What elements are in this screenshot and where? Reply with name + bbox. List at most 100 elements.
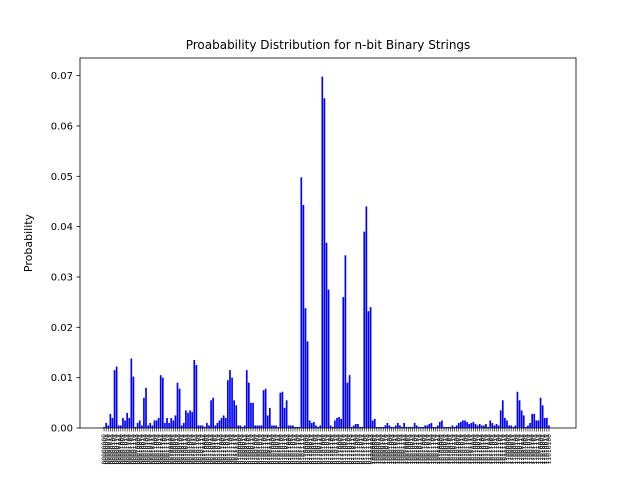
x-tick-label: 00110101	[212, 434, 219, 465]
bar	[145, 387, 147, 428]
x-tick-label: 11010011	[544, 434, 551, 465]
bar	[365, 206, 368, 428]
x-tick-label: 00101001	[187, 434, 194, 465]
bar	[296, 426, 298, 428]
bar	[281, 391, 284, 428]
x-tick-label: 01111110	[365, 434, 372, 465]
bar	[546, 417, 548, 428]
x-tick-label: 01111000	[353, 434, 360, 465]
x-tick-label: 10100100	[445, 434, 452, 465]
bar	[187, 412, 189, 428]
x-tick-label: 10100011	[443, 434, 450, 465]
x-tick-label: 10000001	[372, 434, 379, 465]
x-tick-label: 01111001	[355, 434, 362, 465]
x-tick-label: 00011101	[162, 434, 169, 465]
bar	[476, 425, 479, 428]
bar	[459, 421, 462, 428]
bar	[539, 397, 542, 428]
x-tick-label: 10111011	[493, 434, 500, 465]
x-tick-label: 10100111	[452, 434, 459, 465]
bar	[111, 417, 114, 428]
bar	[201, 425, 204, 428]
bar	[541, 405, 544, 428]
x-tick-label: 01110011	[342, 434, 349, 465]
x-tick-label: 00101000	[185, 434, 192, 465]
x-tick-label: 01100110	[315, 434, 322, 465]
bar	[149, 422, 152, 428]
bar	[122, 417, 124, 428]
x-tick-label: 11010010	[542, 434, 549, 465]
bar	[499, 410, 502, 428]
x-tick-label: 10001000	[386, 434, 393, 465]
x-tick-label: 01111010	[357, 434, 364, 465]
bar	[426, 425, 429, 428]
x-tick-label: 10110000	[470, 434, 477, 465]
x-tick-label: 00000101	[112, 434, 119, 465]
bar	[172, 420, 175, 428]
bar	[371, 420, 374, 428]
bar	[180, 425, 183, 428]
x-tick-label: 00010001	[137, 434, 144, 465]
x-tick-label: 10010010	[407, 434, 414, 465]
bar	[260, 425, 263, 428]
x-tick-label: 01110111	[351, 434, 358, 465]
x-tick-label: 00101100	[193, 434, 200, 465]
bar	[535, 420, 538, 428]
bar	[313, 421, 315, 428]
bar	[464, 420, 466, 428]
bar	[350, 426, 353, 428]
bar	[153, 420, 156, 428]
bar	[527, 425, 529, 428]
x-tick-label: 10101000	[454, 434, 461, 465]
bar	[283, 407, 286, 428]
bar	[340, 418, 343, 428]
x-tick-label: 11000110	[517, 434, 524, 465]
bar	[405, 426, 408, 428]
bar	[227, 380, 229, 428]
x-tick-label: 10001111	[401, 434, 408, 465]
bar	[176, 382, 179, 428]
x-tick-label: 01011010	[290, 434, 297, 465]
bar	[113, 370, 116, 428]
y-axis-ticks: 0.00 0.01 0.02 0.03 0.04 0.05 0.06 0.07	[51, 71, 80, 435]
bar	[449, 426, 452, 428]
x-tick-label: 01101111	[334, 434, 341, 465]
bar	[191, 411, 194, 428]
bar	[147, 425, 149, 428]
bar	[170, 417, 173, 428]
bar	[203, 426, 206, 428]
bar	[315, 425, 317, 428]
bar	[483, 425, 485, 428]
bar	[504, 417, 506, 428]
bar	[485, 423, 487, 428]
x-tick-label: 00001110	[130, 434, 137, 465]
y-tick-label: 0.05	[51, 172, 73, 183]
bar	[478, 423, 481, 428]
x-tick-label: 11001000	[521, 434, 528, 465]
x-tick-label: 10110010	[475, 434, 482, 465]
x-tick-label: 10111010	[491, 434, 498, 465]
x-tick-label: 10011001	[422, 434, 429, 465]
bar	[346, 382, 349, 428]
x-tick-label: 00010011	[141, 434, 148, 465]
bar	[143, 397, 145, 428]
x-tick-label: 00111001	[221, 434, 228, 465]
x-tick-label: 01100100	[311, 434, 318, 465]
x-tick-label: 01001001	[254, 434, 261, 465]
bar	[248, 382, 250, 428]
x-tick-label: 01000111	[250, 434, 257, 465]
x-tick-label: 01111101	[363, 434, 370, 465]
x-tick-label: 01001011	[258, 434, 265, 465]
bar	[537, 420, 540, 428]
x-tick-label: 00011110	[164, 434, 171, 465]
x-tick-label: 01111111	[368, 434, 375, 465]
x-tick-label: 01111011	[359, 434, 366, 465]
x-tick-label: 01010011	[275, 434, 282, 465]
x-tick-label: 10001100	[395, 434, 402, 465]
x-tick-label: 10111111	[502, 434, 509, 465]
x-tick-label: 00011011	[158, 434, 165, 465]
bar	[168, 422, 170, 428]
bar	[357, 423, 359, 428]
bar	[510, 425, 513, 428]
x-tick-label: 00010101	[145, 434, 152, 465]
